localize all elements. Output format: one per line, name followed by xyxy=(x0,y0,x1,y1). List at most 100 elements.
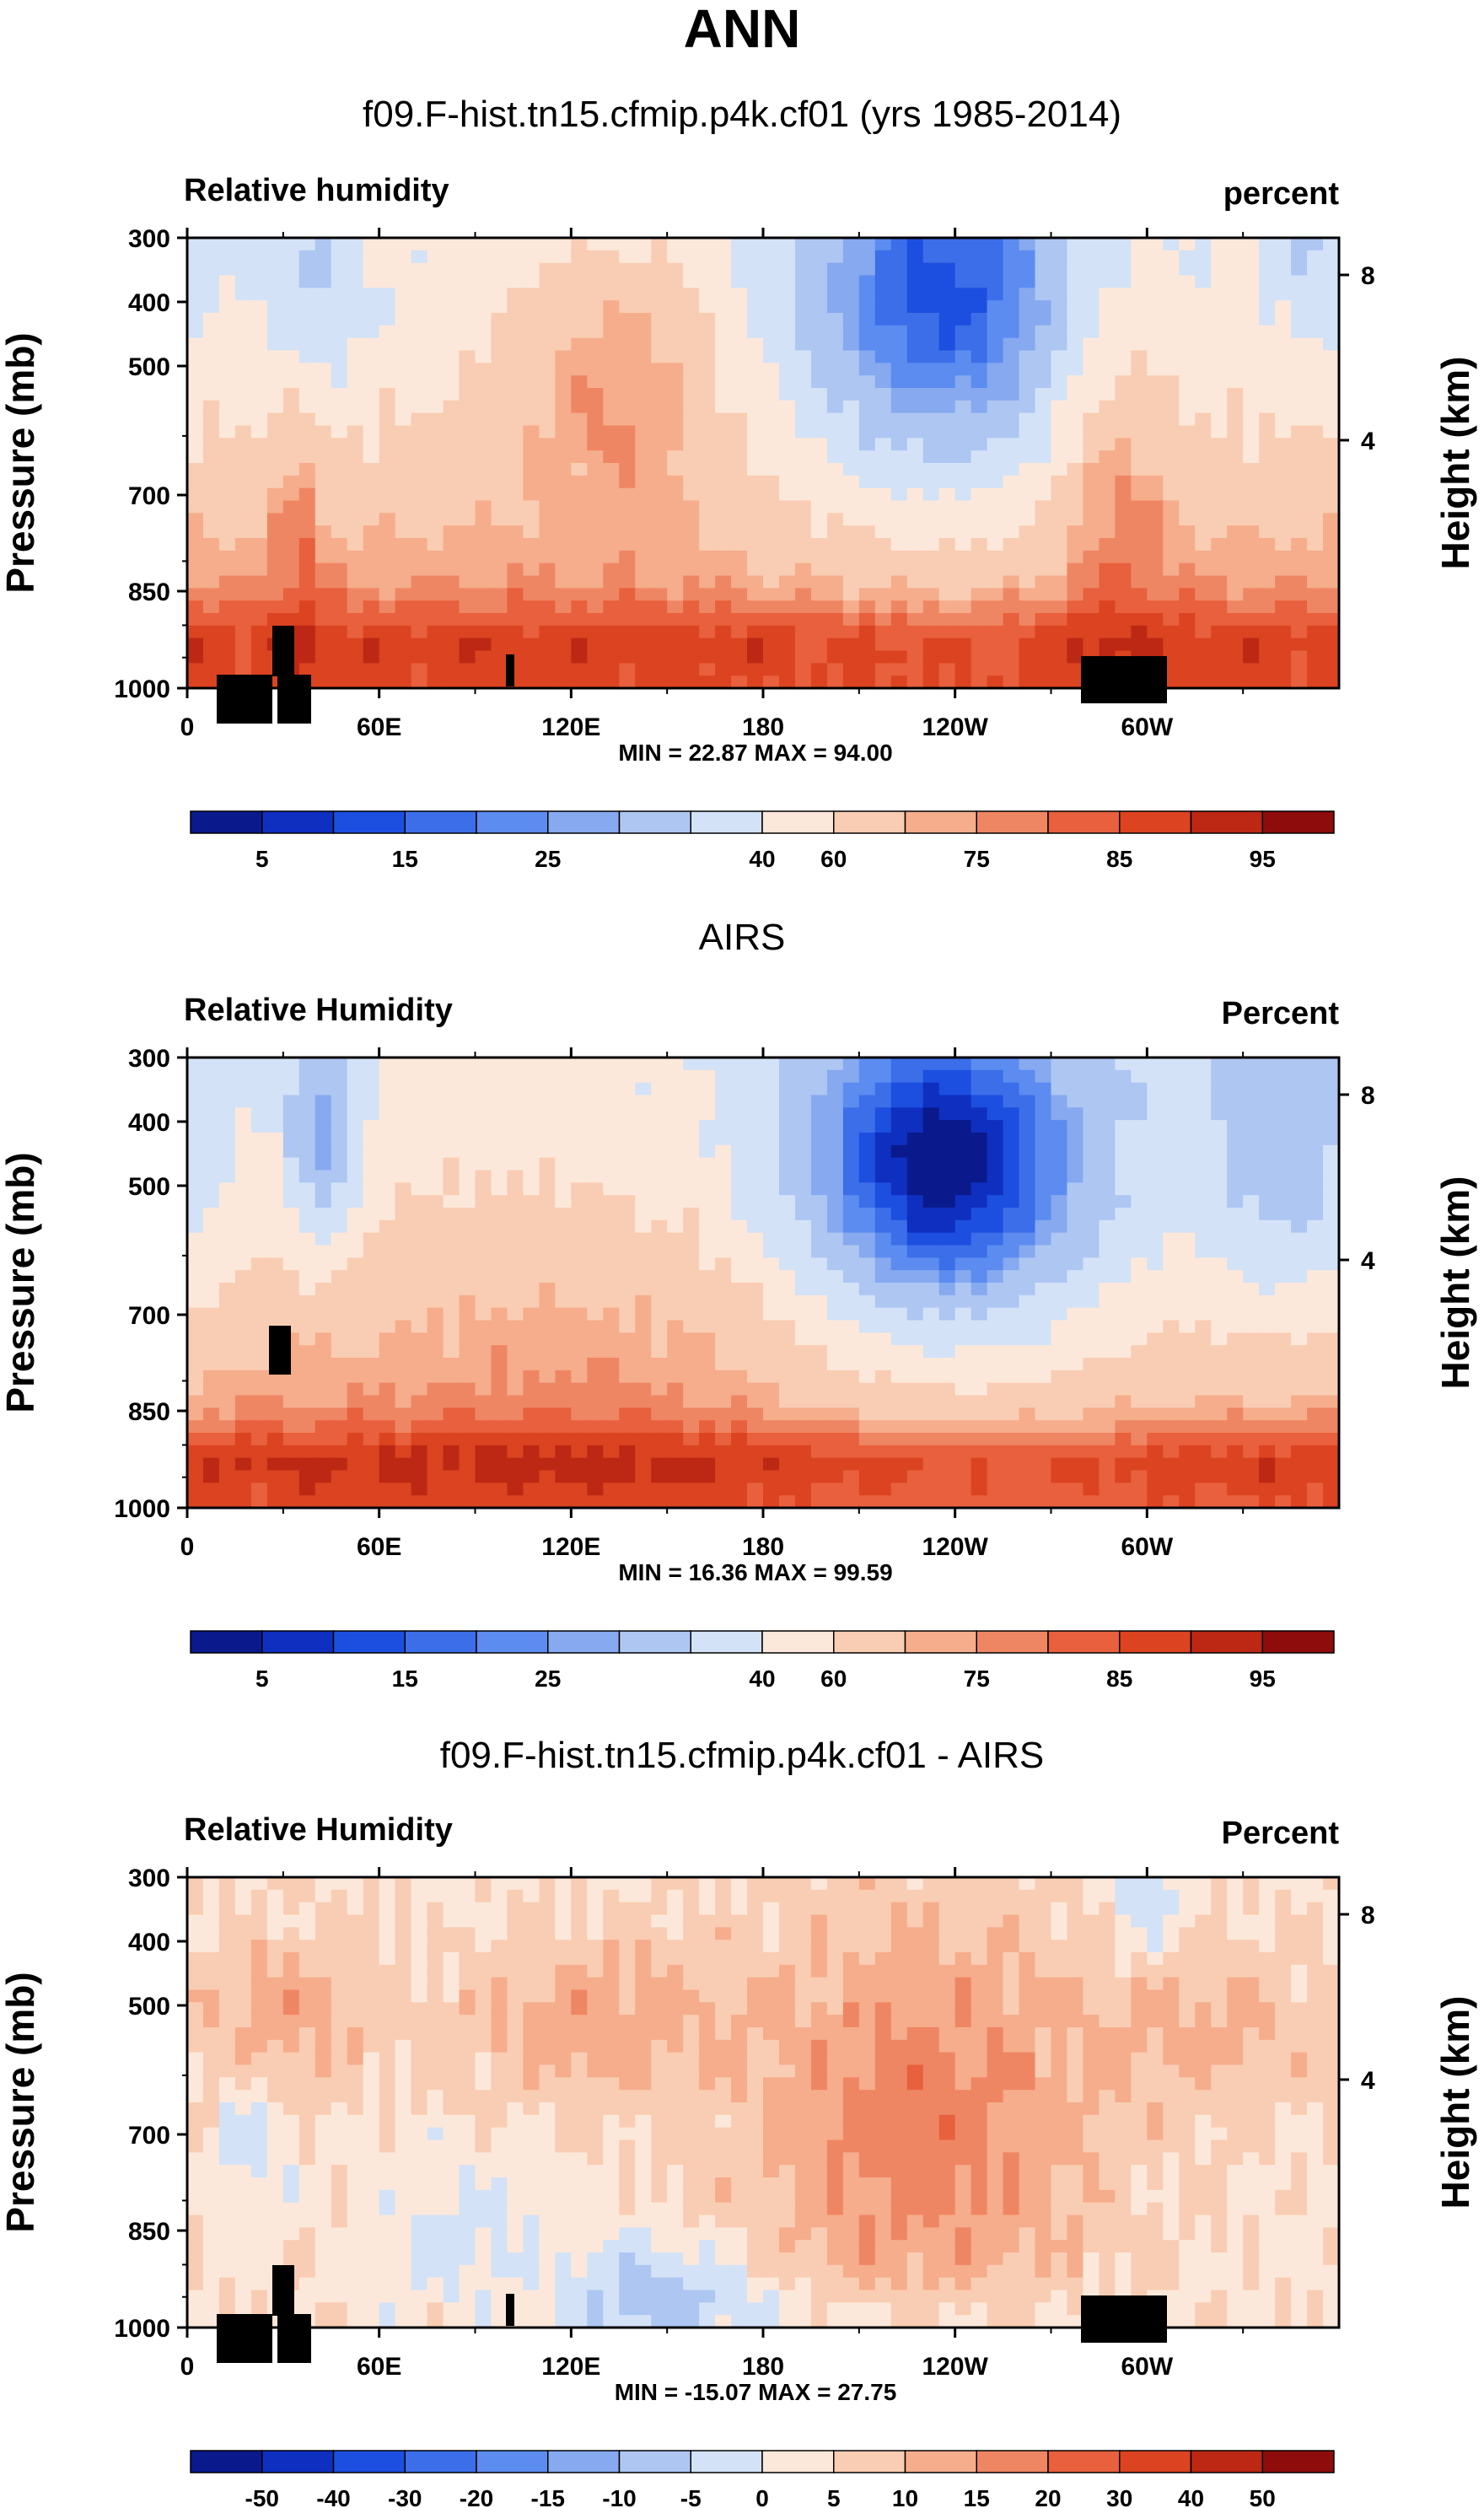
field-cell xyxy=(715,1058,732,1071)
field-cell xyxy=(1051,1445,1068,1459)
field-cell xyxy=(427,1395,444,1408)
y-tick-label: 400 xyxy=(128,289,170,317)
field-cell xyxy=(1083,438,1100,451)
field-cell xyxy=(1083,250,1100,264)
field-cell xyxy=(922,1095,940,1108)
field-cell xyxy=(555,1433,572,1446)
field-cell xyxy=(1211,1144,1228,1159)
field-cell xyxy=(218,412,236,427)
field-cell xyxy=(971,650,988,664)
field-cell xyxy=(1083,1294,1100,1309)
field-cell xyxy=(906,1283,924,1296)
field-cell xyxy=(1323,1195,1340,1208)
field-cell xyxy=(954,363,972,376)
field-cell xyxy=(987,425,1004,439)
field-cell xyxy=(763,613,780,627)
field-cell xyxy=(1195,1332,1212,1346)
field-cell xyxy=(922,1058,940,1071)
field-cell xyxy=(1195,550,1212,564)
colorbar-label: 15 xyxy=(392,846,418,872)
field-cell xyxy=(954,1358,972,1371)
field-cell xyxy=(539,513,556,526)
field-cell xyxy=(954,487,972,502)
field-cell xyxy=(603,513,620,526)
field-cell xyxy=(826,1133,844,1146)
field-cell xyxy=(395,588,412,601)
field-cell xyxy=(987,1445,1004,1459)
field-cell xyxy=(1275,325,1292,339)
field-cell xyxy=(922,513,940,526)
field-cell xyxy=(443,475,460,489)
field-cell xyxy=(1035,1157,1052,1171)
field-cell xyxy=(1067,1395,1084,1408)
field-cell xyxy=(1195,588,1212,601)
field-cell xyxy=(1243,1144,1260,1159)
field-cell xyxy=(427,588,444,601)
field-cell xyxy=(842,500,860,514)
field-cell xyxy=(331,1107,348,1121)
field-cell xyxy=(1323,650,1340,664)
field-cell xyxy=(954,1294,972,1309)
field-cell xyxy=(699,1107,716,1121)
field-cell xyxy=(683,1157,700,1171)
field-cell xyxy=(778,1283,796,1296)
colorbar-label: 60 xyxy=(820,846,847,872)
field-cell xyxy=(1275,1095,1292,1108)
field-cell xyxy=(218,1332,236,1346)
field-cell xyxy=(298,388,316,401)
field-cell xyxy=(954,300,972,314)
field-cell xyxy=(315,1345,332,1359)
field-cell xyxy=(794,600,812,614)
field-cell xyxy=(1291,1294,1308,1309)
field-cell xyxy=(202,1219,220,1234)
field-cell xyxy=(250,388,268,401)
field-cell xyxy=(715,1082,732,1096)
field-cell xyxy=(282,1457,300,1472)
field-cell xyxy=(507,1107,524,1121)
field-cell xyxy=(1275,1358,1292,1371)
field-cell xyxy=(842,1095,860,1108)
field-cell xyxy=(539,1208,556,1221)
field-cell xyxy=(363,1433,380,1446)
field-cell xyxy=(1147,1069,1164,1084)
field-cell xyxy=(523,388,540,401)
field-cell xyxy=(1035,638,1052,652)
field-cell xyxy=(411,1182,428,1196)
field-cell xyxy=(1131,1433,1148,1446)
field-cell xyxy=(1163,475,1180,489)
field-cell xyxy=(331,500,348,514)
field-cell xyxy=(1067,1107,1084,1121)
field-cell xyxy=(1243,1182,1260,1196)
field-cell xyxy=(1291,1232,1308,1246)
field-cell xyxy=(987,1182,1004,1196)
field-cell xyxy=(202,1283,220,1296)
field-cell xyxy=(858,550,876,564)
field-cell xyxy=(667,1170,684,1183)
field-cell xyxy=(266,1245,284,1258)
field-cell xyxy=(1115,1420,1132,1434)
field-cell xyxy=(1083,1182,1100,1196)
field-cell xyxy=(1147,1270,1164,1284)
field-cell xyxy=(858,438,876,451)
field-cell xyxy=(954,1307,972,1321)
field-cell xyxy=(507,1082,524,1096)
field-cell xyxy=(1291,1245,1308,1258)
field-cell xyxy=(187,1095,204,1108)
field-cell xyxy=(842,1407,860,1421)
field-cell xyxy=(874,1133,892,1146)
field-cell xyxy=(475,650,492,664)
field-cell xyxy=(826,300,844,314)
field-cell xyxy=(459,463,476,476)
field-cell xyxy=(1307,1058,1324,1071)
field-cell xyxy=(810,1133,828,1146)
field-cell xyxy=(298,1219,316,1234)
field-cell xyxy=(571,463,588,476)
field-cell xyxy=(347,550,364,564)
field-cell xyxy=(298,1407,316,1421)
field-cell xyxy=(683,412,700,427)
field-cell xyxy=(683,525,700,539)
field-cell xyxy=(1019,363,1036,376)
field-cell xyxy=(1003,1219,1020,1234)
field-cell xyxy=(794,350,812,363)
field-cell xyxy=(651,288,668,301)
